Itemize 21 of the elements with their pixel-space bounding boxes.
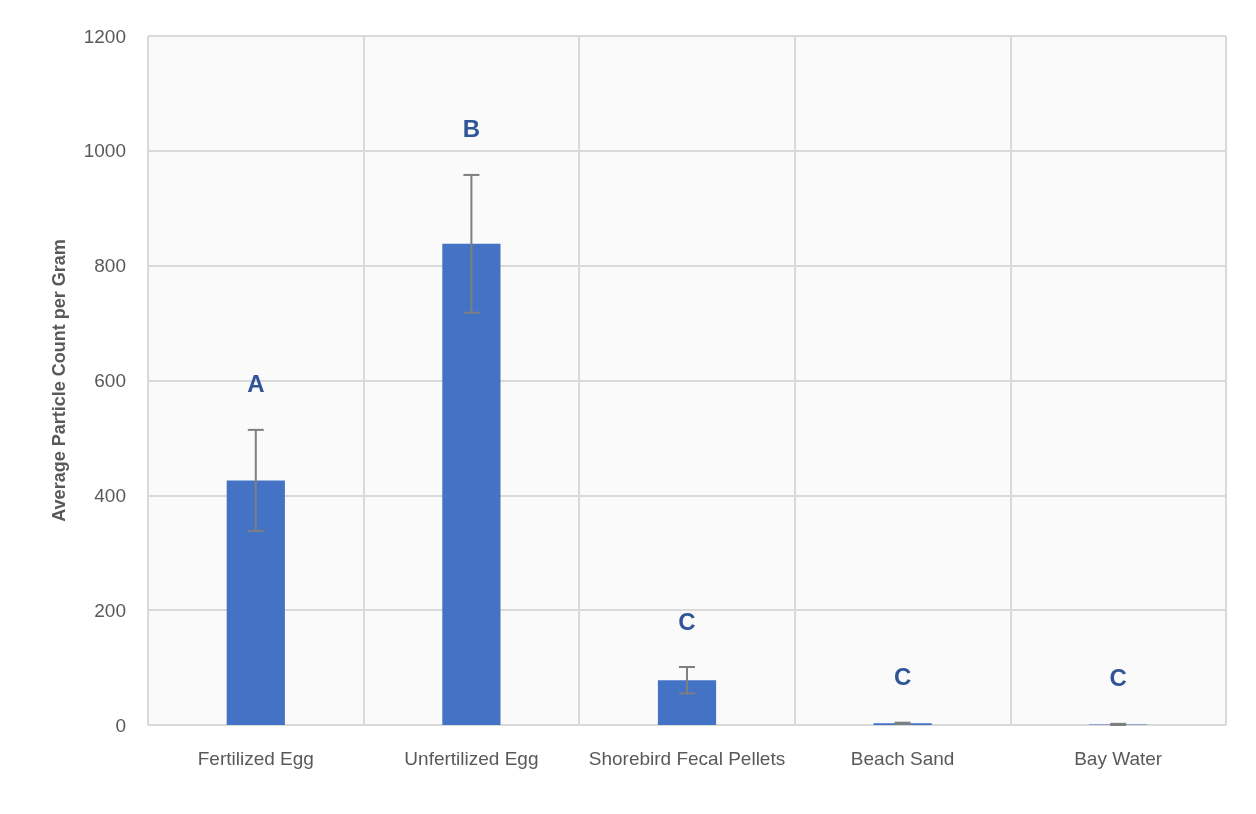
y-tick-label: 1000: [83, 140, 126, 162]
y-tick-label: 1200: [83, 25, 126, 47]
bar: [226, 480, 285, 725]
y-tick-label: 200: [94, 599, 126, 621]
y-axis-title: Average Particle Count per Gram: [49, 239, 69, 522]
annotation: C: [893, 663, 912, 691]
x-tick-label: Shorebird Fecal Pellets: [588, 747, 786, 769]
y-tick-label: 400: [94, 484, 126, 506]
annotation: A: [247, 370, 265, 398]
x-tick-label: Bay Water: [1074, 747, 1163, 769]
x-tick-label: Beach Sand: [850, 747, 955, 769]
annotation: B: [462, 115, 481, 143]
bar: [657, 680, 717, 725]
x-tick-label: Unfertilized Egg: [404, 747, 539, 769]
y-tick-label: 800: [94, 255, 126, 277]
y-tick-label: 0: [115, 714, 126, 736]
annotation: C: [678, 607, 696, 635]
y-tick-label: 600: [94, 370, 126, 391]
bar: [442, 243, 501, 725]
annotation: C: [1109, 664, 1127, 692]
x-tick-label: Fertilized Egg: [197, 747, 314, 769]
